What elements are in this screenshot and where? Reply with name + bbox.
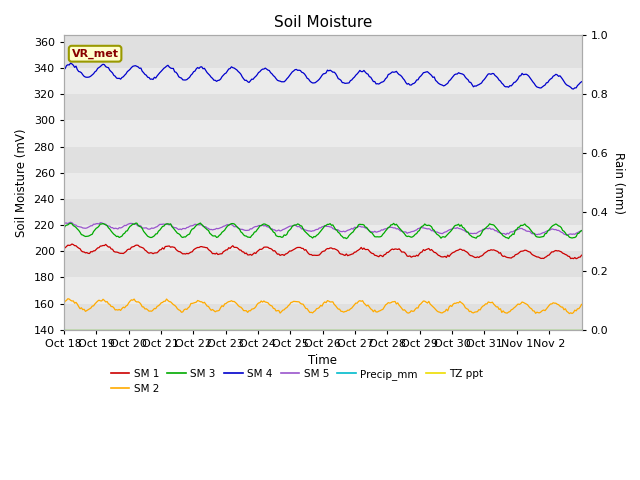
Title: Soil Moisture: Soil Moisture (273, 15, 372, 30)
Text: VR_met: VR_met (72, 48, 118, 59)
Y-axis label: Rain (mm): Rain (mm) (612, 152, 625, 214)
Bar (64, 173, 582, 199)
Bar (64, 146, 582, 173)
Bar (64, 199, 582, 225)
Legend: SM 1, SM 2, SM 3, SM 4, SM 5, Precip_mm, TZ ppt: SM 1, SM 2, SM 3, SM 4, SM 5, Precip_mm,… (106, 365, 487, 398)
Bar (64, 252, 582, 277)
Bar (64, 304, 582, 330)
Bar (64, 68, 582, 94)
Bar (64, 94, 582, 120)
Bar (64, 120, 582, 146)
Bar (64, 42, 582, 68)
Bar (64, 225, 582, 252)
Y-axis label: Soil Moisture (mV): Soil Moisture (mV) (15, 128, 28, 237)
Bar (64, 277, 582, 304)
X-axis label: Time: Time (308, 354, 337, 367)
